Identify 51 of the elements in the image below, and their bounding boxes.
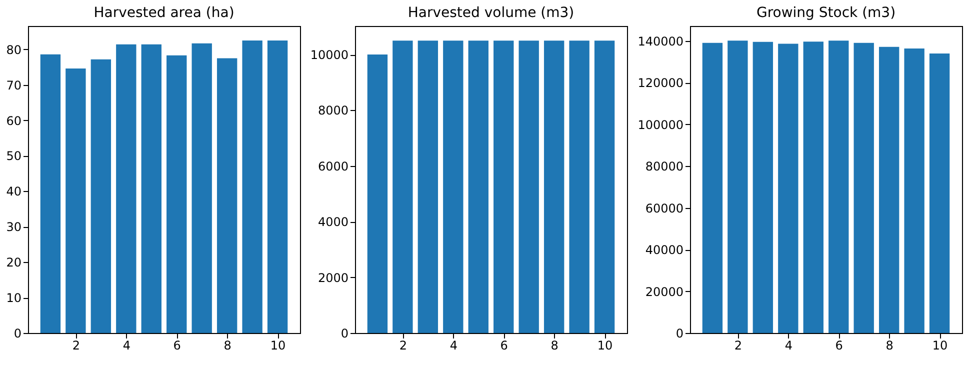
y-tick-label: 60 — [6, 114, 22, 128]
bar — [116, 44, 136, 333]
x-tick-label: 8 — [886, 338, 894, 352]
y-tick-label: 2000 — [318, 270, 348, 285]
x-tick-label: 8 — [550, 338, 558, 352]
y-tick-label: 4000 — [318, 215, 348, 230]
y-tick-label: 60000 — [645, 201, 684, 216]
chart-title: Harvested volume (m3) — [408, 5, 574, 21]
x-tick-label: 6 — [500, 338, 508, 352]
y-tick-label: 20 — [6, 256, 22, 270]
y-tick-label: 80000 — [645, 160, 684, 174]
x-tick-label: 2 — [399, 338, 408, 352]
y-tick-label: 6000 — [318, 159, 348, 174]
x-tick-label: 10 — [597, 338, 613, 352]
x-tick-label: 8 — [224, 338, 232, 352]
x-tick-label: 4 — [122, 338, 130, 352]
bar — [66, 68, 86, 333]
y-tick-label: 0 — [340, 326, 348, 340]
bar — [192, 43, 212, 333]
bar — [216, 58, 238, 333]
chart-title: Harvested area (ha) — [94, 5, 234, 21]
y-tick-label: 100000 — [638, 118, 684, 132]
y-tick-label: 30 — [6, 220, 22, 234]
bar — [267, 40, 288, 333]
y-tick-label: 50 — [6, 149, 22, 164]
y-tick-label: 40 — [6, 184, 22, 199]
y-tick-label: 10 — [6, 291, 22, 306]
x-tick-label: 2 — [72, 338, 80, 352]
bar — [166, 55, 187, 333]
bar — [90, 59, 112, 333]
x-tick-label: 4 — [784, 338, 792, 352]
y-tick-label: 140000 — [638, 34, 684, 49]
y-tick-label: 0 — [676, 326, 684, 340]
y-tick-label: 8000 — [318, 104, 348, 118]
y-tick-label: 70 — [6, 78, 22, 92]
y-tick-label: 0 — [14, 326, 22, 340]
y-tick-label: 10000 — [310, 48, 348, 62]
x-tick-label: 10 — [932, 338, 948, 352]
x-tick-label: 4 — [450, 338, 458, 352]
y-tick-label: 80 — [6, 42, 22, 57]
y-tick-label: 20000 — [645, 284, 684, 299]
x-tick-label: 6 — [835, 338, 843, 352]
bar — [242, 40, 262, 333]
y-tick-label: 120000 — [638, 76, 684, 90]
x-tick-label: 2 — [734, 338, 742, 352]
bar — [141, 44, 162, 333]
x-tick-label: 10 — [270, 338, 286, 352]
bar — [40, 54, 61, 333]
x-tick-label: 6 — [173, 338, 181, 352]
y-tick-label: 40000 — [645, 243, 684, 258]
chart-title: Growing Stock (m3) — [756, 5, 896, 21]
